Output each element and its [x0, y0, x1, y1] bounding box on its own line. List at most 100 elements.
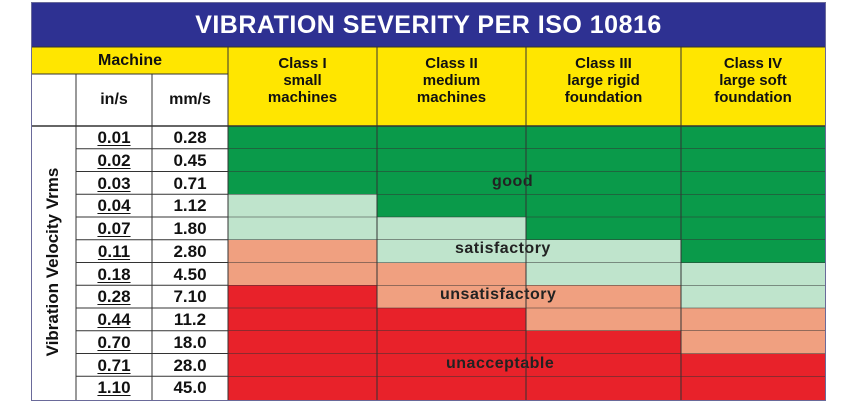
- class-2-type: machines: [416, 89, 487, 106]
- severity-cell-satisfactory: [377, 239, 526, 263]
- severity-cell-good: [526, 148, 681, 172]
- value-mms: 1.12: [173, 196, 207, 216]
- value-ins: 0.02: [97, 150, 131, 170]
- class-2-header: Class II medium machines: [377, 47, 526, 126]
- value-ins: 1.10: [97, 378, 131, 398]
- class-2-size: medium: [422, 72, 481, 89]
- class-3-name: Class III: [575, 55, 632, 72]
- value-mms: 28.0: [173, 355, 207, 375]
- unit-mms-header: mm/s: [152, 74, 228, 126]
- value-ins: 0.07: [97, 219, 131, 238]
- severity-cell-unsatisfactory: [228, 239, 377, 263]
- severity-cell-good: [526, 126, 681, 150]
- severity-cell-unacceptable: [681, 353, 825, 377]
- severity-cell-unsatisfactory: [377, 285, 526, 309]
- severity-cell-good: [526, 217, 681, 241]
- value-mms: 0.71: [173, 173, 207, 193]
- severity-cell-unacceptable: [228, 376, 377, 400]
- severity-cell-good: [526, 171, 681, 195]
- severity-cell-unsatisfactory: [681, 330, 825, 354]
- class-1-type: machines: [267, 89, 338, 106]
- severity-cell-satisfactory: [681, 285, 825, 309]
- value-mms: 0.28: [173, 128, 207, 147]
- severity-cell-good: [377, 148, 526, 172]
- value-ins: 0.28: [97, 287, 131, 307]
- value-mms: 4.50: [173, 264, 207, 284]
- value-ins: 0.04: [97, 196, 131, 216]
- severity-cell-unacceptable: [228, 353, 377, 377]
- unit-ins-label: in/s: [100, 91, 128, 108]
- value-mms: 0.45: [173, 150, 207, 170]
- severity-cell-unacceptable: [228, 330, 377, 354]
- value-ins: 0.70: [97, 332, 131, 352]
- class-1-name: Class I: [278, 55, 327, 72]
- zone-label-satisfactory: satisfactory: [455, 240, 551, 257]
- zone-label-good: good: [492, 173, 534, 190]
- table-title: VIBRATION SEVERITY PER ISO 10816: [32, 3, 825, 47]
- severity-cell-good: [681, 194, 825, 218]
- severity-cell-unacceptable: [228, 308, 377, 332]
- severity-cell-unsatisfactory: [681, 308, 825, 332]
- machine-header: Machine: [32, 47, 228, 74]
- severity-cell-good: [377, 126, 526, 150]
- class-4-header: Class IV large soft foundation: [681, 47, 825, 126]
- class-4-size: large soft: [719, 72, 787, 89]
- severity-table: VIBRATION SEVERITY PER ISO 10816 Machine…: [31, 2, 826, 401]
- unit-mms-label: mm/s: [169, 91, 211, 108]
- severity-cell-good: [228, 126, 377, 150]
- severity-cell-good: [681, 126, 825, 150]
- value-mms: 1.80: [173, 219, 207, 238]
- zone-label-unacceptable: unacceptable: [446, 355, 555, 372]
- axis-label-text: Vibration Velocity Vrms: [43, 167, 62, 357]
- class-4-name: Class IV: [723, 55, 783, 72]
- severity-cell-good: [377, 194, 526, 218]
- severity-cell-unsatisfactory: [526, 308, 681, 332]
- severity-cell-satisfactory: [228, 217, 377, 241]
- severity-cell-good: [681, 217, 825, 241]
- severity-cell-good: [526, 194, 681, 218]
- severity-cell-satisfactory: [681, 262, 825, 286]
- severity-cell-good: [228, 148, 377, 172]
- machine-header-label: Machine: [97, 52, 162, 69]
- unit-ins-header: in/s: [76, 74, 152, 126]
- zone-label-unsatisfactory: unsatisfactory: [440, 286, 557, 303]
- severity-cell-unsatisfactory: [228, 262, 377, 286]
- severity-cell-unacceptable: [526, 330, 681, 354]
- value-mms: 18.0: [173, 332, 207, 352]
- severity-cell-satisfactory: [526, 239, 681, 263]
- class-3-header: Class III large rigid foundation: [526, 47, 681, 126]
- value-ins: 0.03: [97, 173, 131, 193]
- class-3-type: foundation: [564, 89, 643, 106]
- value-mms: 2.80: [173, 241, 207, 261]
- severity-cell-satisfactory: [526, 262, 681, 286]
- severity-cell-unacceptable: [377, 353, 526, 377]
- value-ins: 0.71: [97, 355, 131, 375]
- severity-cell-good: [377, 171, 526, 195]
- severity-cell-unacceptable: [377, 330, 526, 354]
- class-3-size: large rigid: [567, 72, 640, 89]
- value-mms: 7.10: [173, 287, 207, 307]
- severity-cell-satisfactory: [228, 194, 377, 218]
- class-1-header: Class I small machines: [228, 47, 377, 126]
- value-mms: 45.0: [173, 378, 207, 398]
- severity-cell-unsatisfactory: [377, 262, 526, 286]
- severity-cell-satisfactory: [377, 217, 526, 241]
- severity-cell-good: [228, 171, 377, 195]
- class-1-size: small: [283, 72, 322, 89]
- severity-cell-unacceptable: [526, 353, 681, 377]
- class-4-type: foundation: [714, 89, 792, 106]
- value-ins: 0.01: [97, 128, 131, 147]
- severity-cell-unacceptable: [681, 376, 825, 400]
- value-mms: 11.2: [173, 310, 207, 329]
- severity-cell-unacceptable: [526, 376, 681, 400]
- value-ins: 0.11: [97, 241, 131, 261]
- severity-cell-unacceptable: [377, 308, 526, 332]
- class-2-name: Class II: [425, 55, 478, 72]
- severity-cell-good: [681, 239, 825, 263]
- value-ins: 0.18: [97, 264, 131, 284]
- vibration-velocity-axis-label: Vibration Velocity Vrms: [36, 126, 70, 398]
- value-ins: 0.44: [97, 310, 131, 329]
- severity-cell-unacceptable: [228, 285, 377, 309]
- severity-cell-unsatisfactory: [526, 285, 681, 309]
- severity-cell-good: [681, 171, 825, 195]
